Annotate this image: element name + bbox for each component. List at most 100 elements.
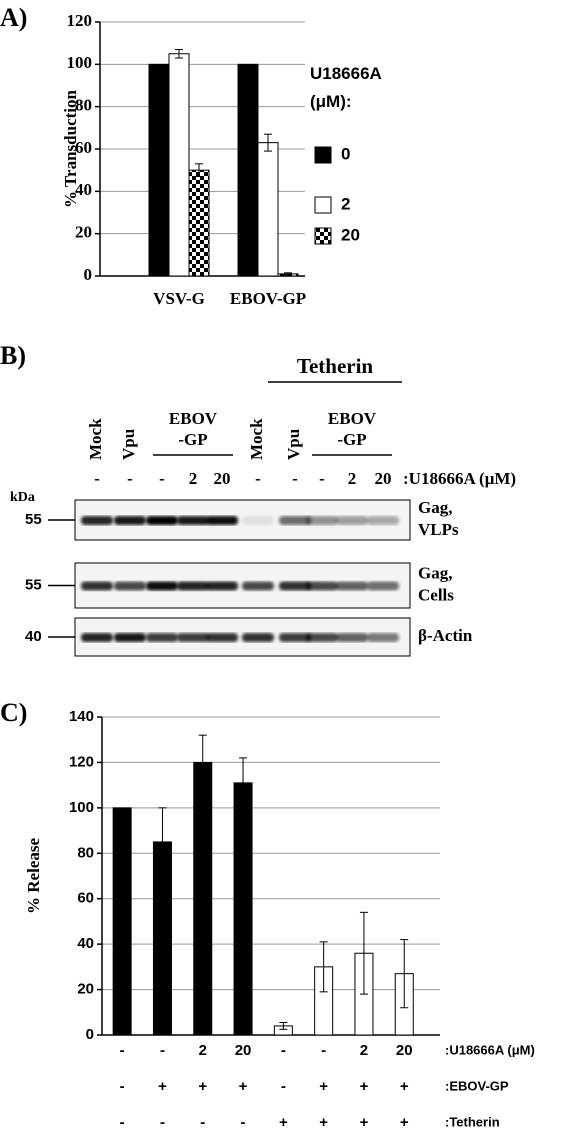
condition-value: + [239, 1078, 248, 1095]
error-bar [158, 807, 167, 877]
error-bar [359, 911, 368, 995]
bar [193, 761, 213, 1036]
condition-value: - [160, 1042, 165, 1059]
y-tick-label: 0 [86, 1026, 94, 1043]
y-tick-label: 100 [67, 53, 93, 72]
band [206, 633, 238, 642]
bar [233, 782, 253, 1036]
legend-swatch [314, 196, 332, 214]
condition-value: + [319, 1078, 328, 1095]
condition-label: :Tetherin [445, 1114, 500, 1129]
lane-label: Mock [86, 418, 105, 460]
band [177, 516, 209, 525]
y-tick-label: 120 [69, 753, 94, 770]
lane-label: Mock [247, 418, 266, 460]
error-bar [175, 49, 183, 59]
legend-swatch [314, 146, 332, 164]
treatment-label: :U18666A (μM) [403, 469, 516, 488]
condition-value: - [120, 1042, 125, 1059]
band [336, 516, 368, 525]
error-bar [319, 941, 328, 993]
condition-label: :EBOV-GP [445, 1078, 509, 1093]
band [177, 581, 209, 591]
condition-value: 2 [199, 1042, 207, 1059]
band [81, 516, 113, 525]
y-axis-label: % Release [24, 838, 43, 914]
treatment-value: 20 [375, 469, 392, 488]
bar [188, 169, 210, 277]
size-marker: 55 [25, 511, 42, 528]
band [146, 516, 178, 525]
y-tick-label: 120 [67, 11, 93, 30]
bar [237, 63, 259, 277]
error-bar [400, 939, 409, 1009]
treatment-value: 2 [348, 469, 357, 488]
condition-value: - [120, 1078, 125, 1095]
y-tick-label: 80 [75, 96, 92, 115]
band [242, 516, 274, 525]
band [146, 581, 178, 591]
band [336, 633, 368, 642]
treatment-value: - [319, 469, 325, 488]
blot-label: Gag, Cells [418, 563, 454, 604]
band [206, 516, 238, 525]
legend-label: 2 [341, 194, 350, 213]
panel-label: B) [0, 341, 26, 370]
panel-label: A) [0, 3, 27, 32]
condition-value: 20 [235, 1042, 252, 1059]
condition-value: 2 [360, 1042, 368, 1059]
y-tick-label: 140 [69, 708, 94, 725]
band [306, 633, 338, 642]
condition-value: - [281, 1078, 286, 1095]
condition-value: - [200, 1114, 205, 1131]
condition-value: - [160, 1114, 165, 1131]
bar [168, 53, 190, 277]
band [242, 633, 274, 642]
blot-label: β-Actin [418, 626, 473, 645]
error-bar [195, 163, 203, 178]
condition-value: + [400, 1078, 409, 1095]
lane-label: EBOV -GP [328, 409, 377, 449]
legend-title: U18666A (μM): [310, 64, 382, 111]
x-tick-label: EBOV-GP [230, 289, 306, 308]
condition-label: :U18666A (μM) [445, 1042, 535, 1057]
band [114, 581, 146, 591]
treatment-value: - [292, 469, 298, 488]
band [279, 516, 311, 525]
panel-label: C) [0, 698, 27, 727]
y-tick-label: 100 [69, 799, 94, 816]
band [336, 581, 368, 591]
condition-value: - [120, 1114, 125, 1131]
y-axis-label: % Transduction [61, 89, 80, 207]
treatment-value: - [255, 469, 261, 488]
band [206, 581, 238, 591]
legend-label: 0 [341, 144, 350, 163]
band [114, 633, 146, 642]
x-tick-label: VSV-G [153, 289, 205, 308]
group-label: Tetherin [297, 354, 374, 378]
size-marker: 40 [25, 628, 42, 645]
condition-value: + [279, 1114, 288, 1131]
treatment-value: - [127, 469, 133, 488]
band [114, 516, 146, 525]
condition-value: - [321, 1042, 326, 1059]
condition-value: + [400, 1114, 409, 1131]
treatment-value: 20 [214, 469, 231, 488]
blot-label: Gag, VLPs [418, 498, 459, 539]
error-bar [279, 1022, 288, 1030]
bar [112, 807, 132, 1036]
band [279, 633, 311, 642]
band [242, 581, 274, 591]
y-tick-label: 40 [75, 180, 92, 199]
y-tick-label: 60 [75, 138, 92, 157]
band [279, 581, 311, 591]
condition-value: - [241, 1114, 246, 1131]
error-bar [198, 734, 207, 791]
error-bar [239, 757, 248, 809]
condition-value: + [360, 1078, 369, 1095]
legend-swatch [314, 227, 332, 245]
y-tick-label: 0 [84, 265, 93, 284]
y-tick-label: 20 [77, 981, 94, 998]
band [81, 581, 113, 591]
size-marker: 55 [25, 576, 42, 593]
